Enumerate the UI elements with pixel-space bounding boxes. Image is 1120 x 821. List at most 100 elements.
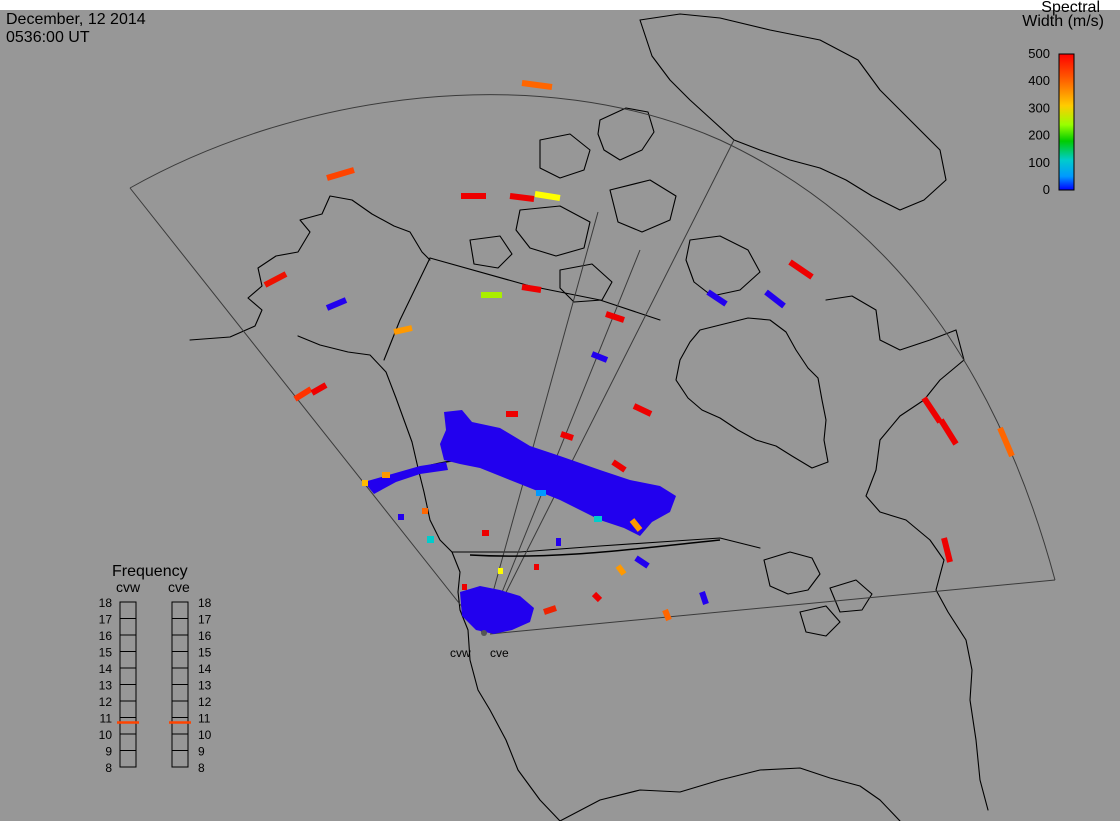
fov-east-edge bbox=[489, 579, 1056, 635]
echo bbox=[393, 325, 413, 335]
colorbar-tick-label: 400 bbox=[1028, 73, 1050, 88]
arctic-island-5 bbox=[469, 235, 513, 269]
echo bbox=[534, 191, 561, 201]
frequency-left-label: cvw bbox=[116, 579, 141, 595]
fov-east-beam bbox=[485, 139, 735, 633]
fov-west-edge bbox=[129, 187, 483, 633]
echo bbox=[509, 193, 535, 202]
frequency-tick-right: 18 bbox=[198, 596, 212, 610]
frequency-tick-right: 12 bbox=[198, 695, 212, 709]
territory-border bbox=[429, 257, 661, 321]
frequency-tick-left: 11 bbox=[100, 712, 113, 726]
frequency-tick-right: 17 bbox=[198, 613, 212, 627]
gulf-coast bbox=[559, 767, 901, 821]
echo bbox=[634, 555, 650, 569]
arctic-island-6 bbox=[559, 263, 613, 303]
frequency-tick-right: 13 bbox=[198, 679, 212, 693]
arctic-island-1 bbox=[597, 107, 655, 161]
frequency-tick-left: 14 bbox=[99, 662, 113, 676]
echo bbox=[325, 297, 348, 311]
echo bbox=[398, 514, 404, 520]
echo bbox=[764, 289, 786, 309]
scattered-echoes bbox=[263, 80, 1015, 622]
colorbar-title-line2: Width (m/s) bbox=[1022, 13, 1104, 30]
echo bbox=[997, 426, 1015, 458]
frequency-tick-right: 14 bbox=[198, 662, 212, 676]
echo bbox=[482, 530, 489, 536]
colorbar-title-line1: Spectral bbox=[1041, 0, 1100, 16]
echo bbox=[921, 396, 943, 424]
echo bbox=[462, 584, 467, 590]
hudson-bay bbox=[675, 317, 829, 469]
backscatter-echoes bbox=[364, 410, 676, 634]
labrador-coast bbox=[825, 295, 989, 811]
cve-frequency-cell bbox=[171, 750, 189, 768]
echo-arc-west bbox=[364, 462, 448, 494]
fov-outer-arc bbox=[129, 94, 1056, 581]
echo bbox=[362, 480, 368, 486]
echo bbox=[699, 591, 709, 605]
colorbar-tick-label: 300 bbox=[1028, 100, 1050, 115]
frequency-title: Frequency bbox=[112, 563, 188, 580]
echo bbox=[543, 605, 557, 615]
echo bbox=[310, 382, 328, 396]
echo bbox=[591, 591, 603, 603]
echo bbox=[938, 418, 959, 446]
alaska-border bbox=[383, 257, 431, 361]
echo bbox=[788, 259, 814, 280]
echo-near-range bbox=[460, 586, 534, 634]
frequency-tick-right: 15 bbox=[198, 646, 212, 660]
echo bbox=[615, 564, 627, 576]
fov-range-arc bbox=[469, 539, 721, 557]
echo bbox=[611, 459, 627, 473]
echo bbox=[263, 271, 288, 288]
echo bbox=[556, 538, 561, 546]
colorbar-gradient bbox=[1058, 53, 1075, 191]
echo bbox=[498, 568, 503, 574]
frequency-tick-right: 10 bbox=[198, 728, 212, 742]
fov-west-beam bbox=[481, 211, 599, 633]
frequency-tick-left: 12 bbox=[99, 695, 113, 709]
frequency-tick-left: 8 bbox=[105, 761, 112, 775]
baffin-island bbox=[685, 235, 761, 297]
frequency-tick-left: 9 bbox=[105, 745, 112, 759]
date-label: December, 12 2014 bbox=[6, 11, 146, 28]
echo bbox=[534, 564, 539, 570]
cvw-frequency-cell bbox=[119, 750, 137, 768]
spectral-width-colorbar: Spectral Width (m/s) 500 400 300 200 100 0 bbox=[1022, 0, 1104, 197]
echo bbox=[706, 289, 728, 307]
frequency-tick-right: 11 bbox=[198, 712, 211, 726]
frequency-tick-left: 15 bbox=[99, 646, 113, 660]
colorbar-tick-label: 500 bbox=[1028, 46, 1050, 61]
frequency-panel: Frequency cvw cve 18 18 17 17 16 16 15 15 14 14 13… bbox=[99, 563, 212, 775]
colorbar-tick-label: 200 bbox=[1028, 128, 1050, 143]
echo-teal-cell bbox=[594, 516, 602, 522]
frequency-right-label: cve bbox=[168, 579, 190, 595]
echo bbox=[427, 536, 434, 543]
great-lakes bbox=[763, 551, 873, 637]
us-canada-border bbox=[451, 537, 761, 553]
echo bbox=[662, 608, 672, 622]
map-background bbox=[0, 10, 1120, 821]
colorbar-tick-label: 0 bbox=[1043, 182, 1050, 197]
frequency-tick-right: 8 bbox=[198, 761, 205, 775]
frequency-tick-left: 13 bbox=[99, 679, 113, 693]
echo bbox=[560, 431, 574, 441]
frequency-tick-right: 9 bbox=[198, 745, 205, 759]
frequency-tick-left: 10 bbox=[99, 728, 113, 742]
echo bbox=[382, 472, 390, 478]
frequency-tick-right: 16 bbox=[198, 629, 212, 643]
site-label-cve: cve bbox=[490, 646, 509, 660]
echo bbox=[590, 351, 609, 363]
echo bbox=[605, 311, 625, 323]
frequency-tick-left: 16 bbox=[99, 629, 113, 643]
time-label: 0536:00 UT bbox=[6, 29, 90, 46]
site-label-cvw: cvw bbox=[450, 646, 471, 660]
radar-site-marker bbox=[481, 630, 487, 636]
frequency-tick-left: 17 bbox=[99, 613, 113, 627]
echo bbox=[521, 284, 542, 293]
echo bbox=[521, 80, 553, 90]
frequency-tick-left: 18 bbox=[99, 596, 113, 610]
west-coastline bbox=[189, 195, 561, 821]
